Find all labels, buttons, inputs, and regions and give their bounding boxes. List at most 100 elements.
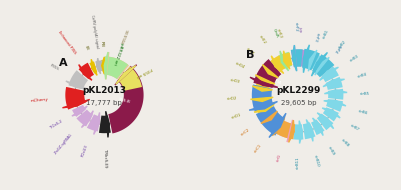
Polygon shape — [315, 57, 329, 75]
Text: virB3: virB3 — [349, 54, 360, 63]
Polygon shape — [95, 60, 103, 72]
Polygon shape — [312, 118, 323, 135]
Polygon shape — [263, 62, 279, 78]
Text: 35S-B: 35S-B — [117, 97, 131, 104]
Polygon shape — [323, 107, 339, 121]
Polygon shape — [99, 115, 111, 133]
Polygon shape — [255, 75, 275, 84]
Polygon shape — [104, 56, 128, 79]
Polygon shape — [307, 52, 322, 70]
Polygon shape — [312, 54, 334, 77]
Polygon shape — [256, 106, 285, 136]
Polygon shape — [306, 120, 313, 141]
Text: P35S ori: P35S ori — [136, 66, 153, 78]
Polygon shape — [293, 124, 304, 140]
Polygon shape — [328, 89, 343, 100]
Text: B: B — [246, 50, 254, 60]
Text: RB: RB — [100, 41, 104, 47]
Text: virC1: virC1 — [254, 143, 263, 154]
Polygon shape — [255, 82, 270, 92]
Polygon shape — [292, 45, 297, 71]
Polygon shape — [254, 92, 270, 103]
Polygon shape — [299, 121, 303, 143]
Text: LB: LB — [83, 45, 89, 51]
Text: virB11: virB11 — [296, 157, 300, 169]
Polygon shape — [278, 52, 292, 69]
Text: virE2: virE2 — [259, 35, 267, 45]
Polygon shape — [69, 70, 88, 89]
Text: TrfA: TrfA — [272, 77, 282, 85]
Text: pBR322 ori: pBR322 ori — [113, 42, 124, 65]
Polygon shape — [287, 120, 293, 142]
Polygon shape — [302, 49, 320, 70]
Text: virD1: virD1 — [231, 113, 242, 120]
Polygon shape — [312, 52, 328, 76]
Text: virB2: virB2 — [338, 40, 347, 50]
Polygon shape — [320, 67, 338, 80]
Polygon shape — [308, 50, 317, 71]
Polygon shape — [263, 65, 278, 78]
Polygon shape — [72, 106, 87, 116]
Polygon shape — [257, 71, 274, 85]
Polygon shape — [253, 59, 281, 88]
Text: TOs6-2: TOs6-2 — [50, 119, 63, 129]
Polygon shape — [270, 55, 286, 72]
Polygon shape — [326, 77, 343, 90]
Polygon shape — [252, 84, 273, 113]
Polygon shape — [105, 52, 109, 79]
Text: virB4: virB4 — [357, 72, 368, 79]
Text: virB7: virB7 — [349, 124, 360, 132]
Text: pKL2299: pKL2299 — [277, 86, 321, 95]
Polygon shape — [72, 105, 86, 117]
Polygon shape — [323, 79, 344, 87]
Text: virB6: virB6 — [358, 109, 369, 116]
Text: A: A — [59, 58, 67, 68]
Polygon shape — [315, 58, 332, 75]
Polygon shape — [324, 90, 347, 94]
Polygon shape — [79, 65, 92, 80]
Text: virF3: virF3 — [313, 32, 320, 42]
Text: TRbcS-E9: TRbcS-E9 — [103, 149, 107, 168]
Polygon shape — [106, 111, 109, 137]
Polygon shape — [269, 113, 286, 138]
Polygon shape — [66, 81, 87, 89]
Text: virD3: virD3 — [229, 78, 241, 85]
Text: virB9: virB9 — [327, 146, 336, 157]
Text: virE3: virE3 — [275, 28, 282, 39]
Polygon shape — [65, 87, 86, 110]
Polygon shape — [291, 50, 310, 67]
Text: virE1: virE1 — [245, 47, 255, 57]
Polygon shape — [63, 99, 90, 108]
Polygon shape — [91, 59, 97, 75]
Polygon shape — [311, 120, 324, 135]
Polygon shape — [102, 57, 104, 74]
Text: virG: virG — [276, 153, 282, 162]
Text: 29,605 bp: 29,605 bp — [281, 100, 316, 106]
Text: POsU3: POsU3 — [81, 143, 89, 157]
Text: mCherry: mCherry — [30, 98, 49, 103]
Text: virB5: virB5 — [360, 92, 370, 96]
Polygon shape — [281, 52, 292, 67]
Text: virD2: virD2 — [227, 96, 237, 101]
Polygon shape — [101, 60, 104, 71]
Text: GmR: GmR — [272, 28, 279, 39]
Polygon shape — [105, 56, 129, 79]
Text: virI: virI — [300, 26, 304, 32]
Polygon shape — [104, 52, 108, 79]
Polygon shape — [251, 97, 273, 101]
Polygon shape — [303, 122, 316, 139]
Text: Enhanced P35S: Enhanced P35S — [57, 31, 76, 55]
Polygon shape — [115, 65, 137, 85]
Text: virC2: virC2 — [240, 128, 251, 137]
Polygon shape — [250, 77, 278, 87]
Polygon shape — [321, 66, 339, 82]
Polygon shape — [324, 100, 346, 106]
Polygon shape — [254, 104, 274, 112]
Polygon shape — [108, 66, 144, 133]
Polygon shape — [116, 66, 136, 84]
Polygon shape — [260, 109, 276, 124]
Polygon shape — [255, 101, 272, 114]
Polygon shape — [289, 120, 294, 142]
Polygon shape — [317, 114, 334, 130]
Text: 17,777 bp: 17,777 bp — [86, 100, 122, 106]
